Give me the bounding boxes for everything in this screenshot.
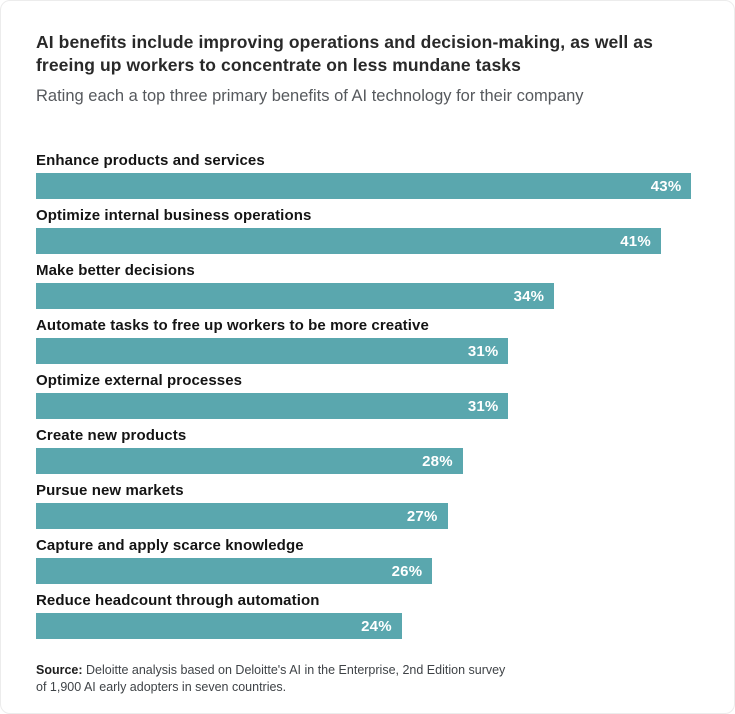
- bar-category-label: Optimize internal business operations: [36, 207, 312, 224]
- source-text: Deloitte analysis based on Deloitte's AI…: [36, 663, 506, 694]
- bar-value-label: 28%: [422, 452, 453, 470]
- chart-title: AI benefits include improving operations…: [36, 32, 653, 75]
- bar: 27%: [36, 503, 448, 529]
- bar: 43%: [36, 173, 692, 199]
- bar-value-label: 27%: [406, 507, 438, 525]
- bar-row: Optimize internal business operations 41%: [36, 206, 699, 254]
- bar-category-label: Optimize external processes: [36, 372, 243, 389]
- bar: 31%: [36, 338, 509, 364]
- bar-row: Create new products 28%: [36, 426, 699, 474]
- bar-value-label: 26%: [391, 562, 423, 580]
- bar: 41%: [36, 228, 661, 254]
- bar-value-label: 31%: [467, 397, 499, 415]
- bar-row: Pursue new markets 27%: [36, 481, 699, 529]
- bar-row: Reduce headcount through automation 24%: [36, 591, 699, 639]
- bar-row: Make better decisions 34%: [36, 261, 699, 309]
- bar-category-label: Capture and apply scarce knowledge: [36, 537, 304, 554]
- bar: 28%: [36, 448, 463, 474]
- bar: 26%: [36, 558, 433, 584]
- bar-category-label: Pursue new markets: [36, 482, 184, 499]
- source-note: Source: Deloitte analysis based on Deloi…: [36, 662, 516, 696]
- bar-row: Automate tasks to free up workers to be …: [36, 316, 699, 364]
- bar-value-label: 41%: [620, 232, 651, 250]
- bar-value-label: 43%: [650, 177, 682, 195]
- chart-subtitle: Rating each a top three primary benefits…: [36, 87, 584, 105]
- bar-row: Enhance products and services 43%: [36, 151, 699, 199]
- bar-category-label: Make better decisions: [36, 262, 195, 279]
- bar-value-label: 24%: [361, 617, 392, 635]
- bar-category-label: Reduce headcount through automation: [36, 592, 320, 609]
- bar-row: Capture and apply scarce knowledge 26%: [36, 536, 699, 584]
- bar-category-label: Enhance products and services: [36, 152, 265, 169]
- bar: 24%: [36, 613, 402, 639]
- bar-chart: Enhance products and services 43% Optimize…: [36, 151, 699, 639]
- bar: 34%: [36, 283, 555, 309]
- bar: 31%: [36, 393, 509, 419]
- bar-row: Optimize external processes 31%: [36, 371, 699, 419]
- bar-category-label: Automate tasks to free up workers to be …: [36, 317, 429, 334]
- bar-value-label: 34%: [513, 287, 545, 305]
- bar-value-label: 31%: [467, 342, 499, 360]
- source-label: Source:: [36, 663, 83, 677]
- bar-category-label: Create new products: [36, 427, 187, 444]
